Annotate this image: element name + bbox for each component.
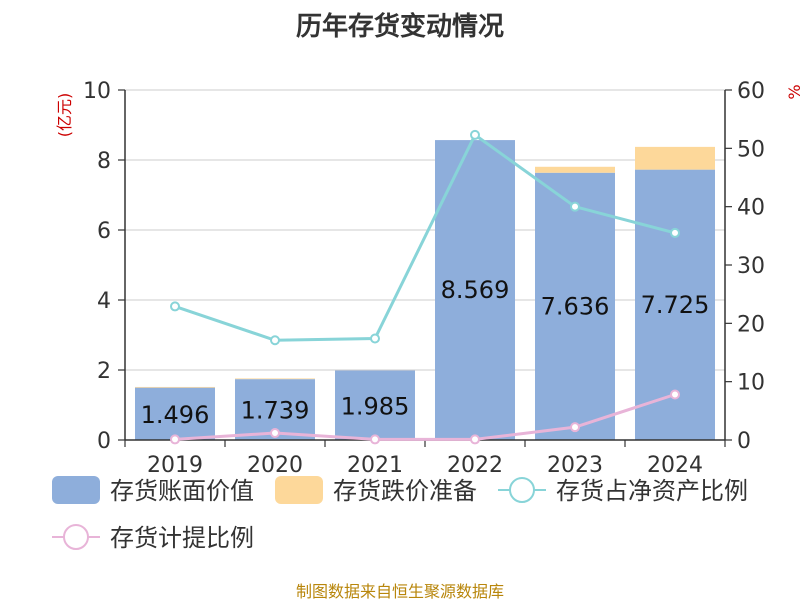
- x-tick-label: 2024: [647, 453, 703, 478]
- bars: [135, 140, 715, 441]
- bar-impairment: [135, 386, 215, 388]
- line-point: [270, 428, 280, 438]
- bar-value-label: 1.496: [141, 401, 210, 429]
- bar-value-label: 7.725: [641, 291, 710, 319]
- y-left-tick-label: 0: [97, 429, 111, 454]
- legend-swatch-marker: [509, 477, 535, 503]
- bar-impairment: [635, 146, 715, 170]
- legend-swatch: [52, 476, 100, 504]
- x-tick-label: 2021: [347, 453, 403, 478]
- x-tick-label: 2019: [147, 453, 203, 478]
- y-right-unit: %: [785, 84, 800, 99]
- x-tick-label: 2023: [547, 453, 603, 478]
- line-point: [370, 333, 380, 344]
- line-point: [370, 434, 380, 445]
- line-point: [170, 434, 180, 445]
- y-right-tick-label: 40: [737, 196, 765, 221]
- line-point: [570, 201, 580, 212]
- y-right-tick-label: 10: [737, 371, 765, 396]
- x-tick-label: 2022: [447, 453, 503, 478]
- x-tick-label: 2020: [247, 453, 303, 478]
- y-right-tick-label: 30: [737, 254, 765, 279]
- line-point: [170, 301, 180, 312]
- y-right-tick-label: 20: [737, 312, 765, 337]
- y-left-tick-label: 4: [97, 289, 111, 314]
- legend-label: 存货计提比例: [110, 524, 254, 552]
- y-right-tick-label: 60: [737, 79, 765, 104]
- legend-swatch: [275, 476, 323, 504]
- bar-impairment: [535, 166, 615, 173]
- y-left-unit: (亿元): [55, 93, 74, 138]
- y-right-tick-label: 50: [737, 137, 765, 162]
- bar-book-value: [335, 370, 415, 440]
- chart-title: 历年存货变动情况: [295, 12, 504, 42]
- y-left-tick-label: 8: [97, 149, 111, 174]
- bar-value-label: 8.569: [441, 276, 510, 304]
- y-left-tick-label: 10: [83, 79, 111, 104]
- bar-book-value: [135, 387, 215, 440]
- line-net-asset-ratio: [174, 132, 676, 342]
- lines: [170, 129, 680, 445]
- line-point: [570, 422, 580, 433]
- line-provision-ratio: [174, 393, 676, 441]
- data-labels: 1.496 1.739 1.985 8.569 7.636 7.725: [141, 276, 710, 429]
- line-point: [470, 434, 480, 445]
- bar-value-label: 7.636: [541, 292, 610, 320]
- line-point: [470, 129, 480, 140]
- bar-value-label: 1.739: [241, 397, 310, 425]
- line-point: [670, 389, 680, 400]
- legend-label: 存货账面价值: [110, 477, 254, 505]
- legend-label: 存货跌价准备: [333, 477, 477, 505]
- source-note: 制图数据来自恒生聚源数据库: [295, 582, 504, 601]
- bar-book-value: [535, 172, 615, 441]
- axes: 0 2 4 6 8 10 0 10 20 30 40 50 60 (亿元)% 2019 2020 2021 202…: [55, 79, 800, 478]
- bar-impairment: [235, 378, 315, 380]
- y-right-tick-label: 0: [737, 429, 751, 454]
- legend-label: 存货占净资产比例: [556, 477, 748, 505]
- bar-value-label: 1.985: [341, 392, 410, 420]
- y-left-tick-label: 2: [97, 359, 111, 384]
- y-left-tick-label: 6: [97, 219, 111, 244]
- gridlines: [125, 89, 725, 371]
- line-point: [270, 335, 280, 346]
- legend-swatch-marker: [63, 524, 89, 550]
- line-point: [670, 227, 680, 238]
